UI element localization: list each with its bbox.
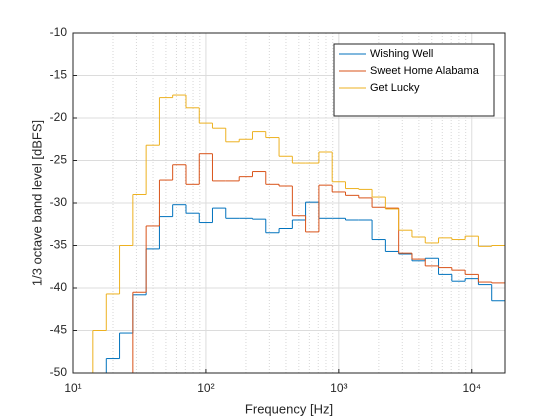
- y-axis-label: 1/3 octave band level [dBFS]: [29, 120, 44, 286]
- y-tick-label: -45: [50, 323, 68, 337]
- x-tick-label: 10³: [330, 381, 347, 395]
- y-tick-label: -50: [50, 365, 68, 379]
- y-tick-label: -20: [50, 110, 68, 124]
- y-tick-label: -25: [50, 153, 68, 167]
- legend-label: Wishing Well: [370, 48, 433, 60]
- x-axis-label: Frequency [Hz]: [245, 401, 333, 416]
- legend-label: Get Lucky: [370, 82, 420, 94]
- x-tick-label: 10²: [197, 381, 214, 395]
- legend-label: Sweet Home Alabama: [370, 65, 480, 77]
- y-tick-label: -35: [50, 238, 68, 252]
- y-tick-label: -10: [50, 25, 68, 39]
- legend-box: [333, 43, 495, 117]
- x-tick-label: 10⁴: [463, 381, 482, 395]
- x-tick-label: 10¹: [64, 381, 81, 395]
- y-tick-label: -40: [50, 280, 68, 294]
- y-tick-label: -15: [50, 68, 68, 82]
- y-tick-label: -30: [50, 195, 68, 209]
